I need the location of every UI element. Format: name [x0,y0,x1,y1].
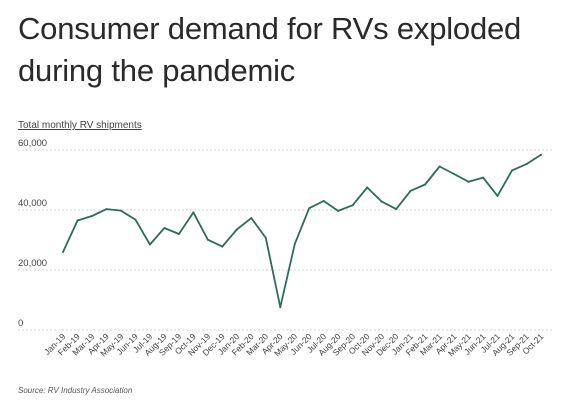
y-tick-label: 60,000 [18,138,47,149]
data-point [177,233,180,235]
data-point [540,153,542,156]
data-point [235,228,238,231]
data-point [395,208,398,211]
data-point [409,189,412,192]
data-point [264,236,267,239]
y-tick-label: 40,000 [18,198,47,209]
data-point [467,180,470,183]
y-tick-label: 0 [18,318,23,329]
page-title: Consumer demand for RVs exploded during … [18,11,522,88]
data-point [62,251,64,253]
data-point [76,219,79,222]
data-point [380,200,383,203]
data-point [250,217,253,220]
data-point [163,227,166,229]
data-point [424,183,427,186]
data-point [482,176,485,179]
data-point [511,169,514,172]
data-point [119,209,122,212]
data-point [105,208,108,211]
data-point [293,242,296,245]
data-point [90,215,93,217]
data-point [337,209,340,212]
data-point [453,173,456,175]
data-point [438,165,441,168]
chart-subtitle: Total monthly RV shipments [18,120,142,131]
source-note: Source: RV Industry Association [18,386,133,395]
data-point [525,163,528,166]
y-tick-label: 20,000 [18,258,47,269]
data-point [221,245,224,248]
data-point [308,207,311,210]
rv-shipments-line [62,154,542,309]
data-point [134,218,137,221]
data-point [279,306,282,309]
data-point [322,200,325,202]
data-point [192,211,195,214]
data-point [351,204,354,207]
data-point [148,243,151,246]
data-point [206,238,209,241]
data-point [496,194,499,197]
data-point [366,186,369,189]
